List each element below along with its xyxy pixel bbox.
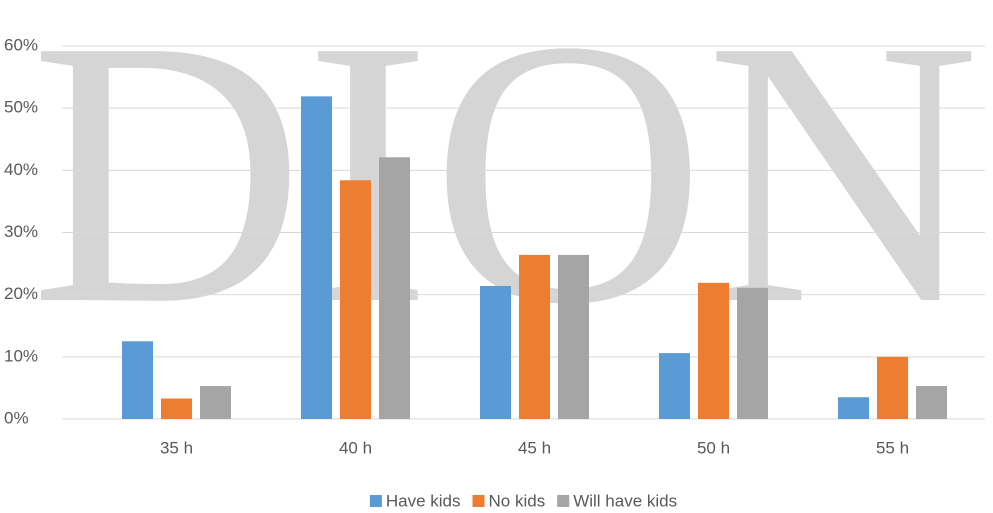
bar xyxy=(301,96,332,419)
y-tick-label: 10% xyxy=(4,346,38,365)
legend-swatch xyxy=(557,495,570,507)
legend-label: Will have kids xyxy=(573,491,677,510)
x-tick-label: 55 h xyxy=(876,438,909,457)
legend-label: No kids xyxy=(489,491,546,510)
bar xyxy=(200,386,231,419)
x-tick-label: 35 h xyxy=(160,438,193,457)
x-tick-label: 45 h xyxy=(518,438,551,457)
legend-swatch xyxy=(472,495,485,507)
bar xyxy=(737,287,768,419)
bar xyxy=(379,157,410,420)
bar xyxy=(916,386,947,419)
y-tick-label: 50% xyxy=(4,98,38,117)
y-tick-label: 30% xyxy=(4,222,38,241)
bar xyxy=(838,397,869,419)
bar xyxy=(877,356,908,419)
legend-label: Have kids xyxy=(386,491,461,510)
bar xyxy=(480,285,511,419)
y-tick-label: 0% xyxy=(4,408,29,427)
y-tick-label: 60% xyxy=(4,35,38,54)
bar xyxy=(519,254,550,419)
bar xyxy=(659,353,690,419)
bar xyxy=(698,282,729,419)
x-tick-label: 40 h xyxy=(339,438,372,457)
bar xyxy=(558,254,589,419)
bar xyxy=(122,341,153,419)
legend-swatch xyxy=(369,495,382,507)
bar xyxy=(161,398,192,419)
y-tick-label: 20% xyxy=(4,284,38,303)
y-tick-label: 40% xyxy=(4,160,38,179)
bar xyxy=(340,180,371,419)
x-tick-label: 50 h xyxy=(697,438,730,457)
